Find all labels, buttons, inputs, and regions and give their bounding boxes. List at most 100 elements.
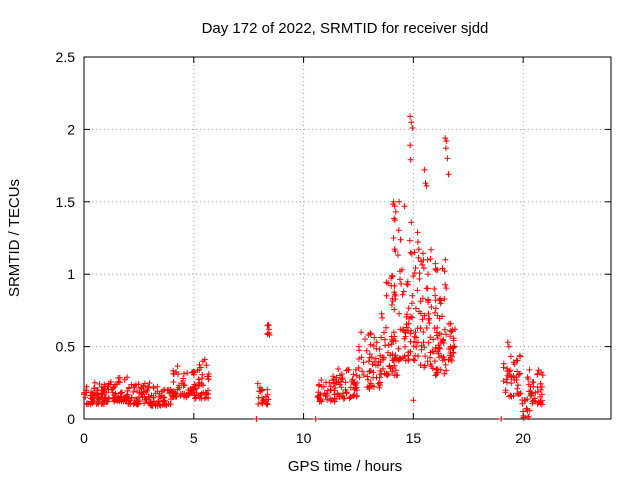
data-point: [203, 362, 210, 369]
data-point: [82, 394, 89, 401]
data-point: [146, 380, 153, 386]
data-point: [203, 391, 210, 398]
data-point: [131, 382, 137, 389]
data-point: [508, 380, 515, 387]
data-point: [259, 387, 266, 394]
data-point: [389, 351, 396, 358]
data-point: [504, 372, 511, 379]
data-point: [338, 384, 345, 391]
data-point: [424, 358, 431, 365]
data-point: [422, 180, 429, 186]
data-point: [333, 379, 340, 386]
data-point: [442, 256, 449, 263]
data-point: [391, 372, 398, 379]
data-point: [405, 305, 412, 312]
data-point: [523, 405, 530, 412]
data-point: [397, 268, 403, 275]
data-point: [412, 305, 419, 312]
data-point: [367, 341, 374, 348]
data-point: [118, 389, 125, 396]
data-point: [443, 138, 450, 144]
data-point: [434, 266, 441, 273]
data-point: [366, 351, 373, 358]
data-point: [364, 373, 371, 380]
data-point: [514, 385, 521, 392]
data-point: [400, 354, 407, 361]
data-point: [143, 389, 150, 395]
data-point: [88, 389, 95, 396]
data-point: [389, 273, 396, 280]
data-point: [81, 389, 88, 396]
data-point: [452, 326, 459, 333]
data-point: [432, 305, 439, 312]
data-point: [149, 402, 156, 409]
data-point: [407, 348, 414, 355]
data-point: [253, 416, 260, 422]
data-point: [388, 301, 395, 308]
data-point: [365, 376, 371, 383]
data-point: [410, 397, 417, 404]
data-point: [403, 281, 410, 288]
data-point: [422, 353, 429, 360]
data-point: [360, 359, 367, 366]
x-axis-label: GPS time / hours: [288, 458, 402, 475]
data-point: [507, 374, 514, 381]
data-point: [532, 389, 539, 396]
data-point: [392, 367, 399, 374]
data-point: [525, 376, 532, 382]
data-point: [414, 287, 421, 294]
data-point: [425, 317, 432, 323]
data-point: [95, 400, 102, 407]
data-point: [367, 331, 374, 338]
data-point: [513, 376, 520, 383]
data-point: [388, 272, 395, 279]
data-point: [388, 341, 395, 348]
data-point: [415, 353, 421, 360]
data-point: [537, 393, 544, 400]
data-point: [419, 295, 426, 302]
data-point: [104, 383, 111, 390]
data-point: [379, 314, 386, 321]
data-point: [198, 390, 205, 397]
data-point: [423, 182, 430, 189]
data-point: [260, 397, 266, 404]
data-point: [184, 370, 191, 376]
data-point: [425, 271, 431, 278]
data-point: [150, 383, 157, 390]
data-point: [184, 391, 191, 398]
data-point: [314, 393, 321, 400]
data-point: [383, 279, 390, 286]
data-point: [420, 250, 426, 257]
data-point: [407, 249, 414, 256]
data-point: [360, 372, 367, 378]
data-point: [402, 343, 408, 350]
data-point: [330, 373, 337, 380]
data-point: [103, 389, 110, 396]
data-point: [498, 416, 505, 422]
data-point: [164, 387, 171, 394]
data-point: [421, 312, 428, 319]
data-point: [529, 400, 536, 407]
data-point: [389, 298, 396, 304]
data-point: [128, 381, 135, 388]
data-point: [409, 314, 416, 321]
data-point: [121, 394, 128, 401]
data-point: [339, 375, 346, 381]
data-point: [508, 373, 515, 380]
data-point: [419, 316, 426, 323]
data-point: [439, 338, 446, 345]
data-point: [521, 397, 528, 404]
data-point: [201, 356, 208, 363]
y-tick-label: 1.5: [56, 194, 76, 210]
data-point: [417, 258, 424, 265]
data-point: [264, 386, 271, 393]
data-point: [256, 388, 263, 395]
data-point: [417, 325, 424, 332]
data-point: [400, 288, 407, 295]
data-point: [200, 382, 206, 389]
data-point: [340, 395, 347, 402]
data-point: [381, 329, 387, 336]
data-point: [514, 382, 521, 389]
y-tick-label: 0.5: [56, 339, 76, 355]
data-point: [392, 248, 399, 255]
